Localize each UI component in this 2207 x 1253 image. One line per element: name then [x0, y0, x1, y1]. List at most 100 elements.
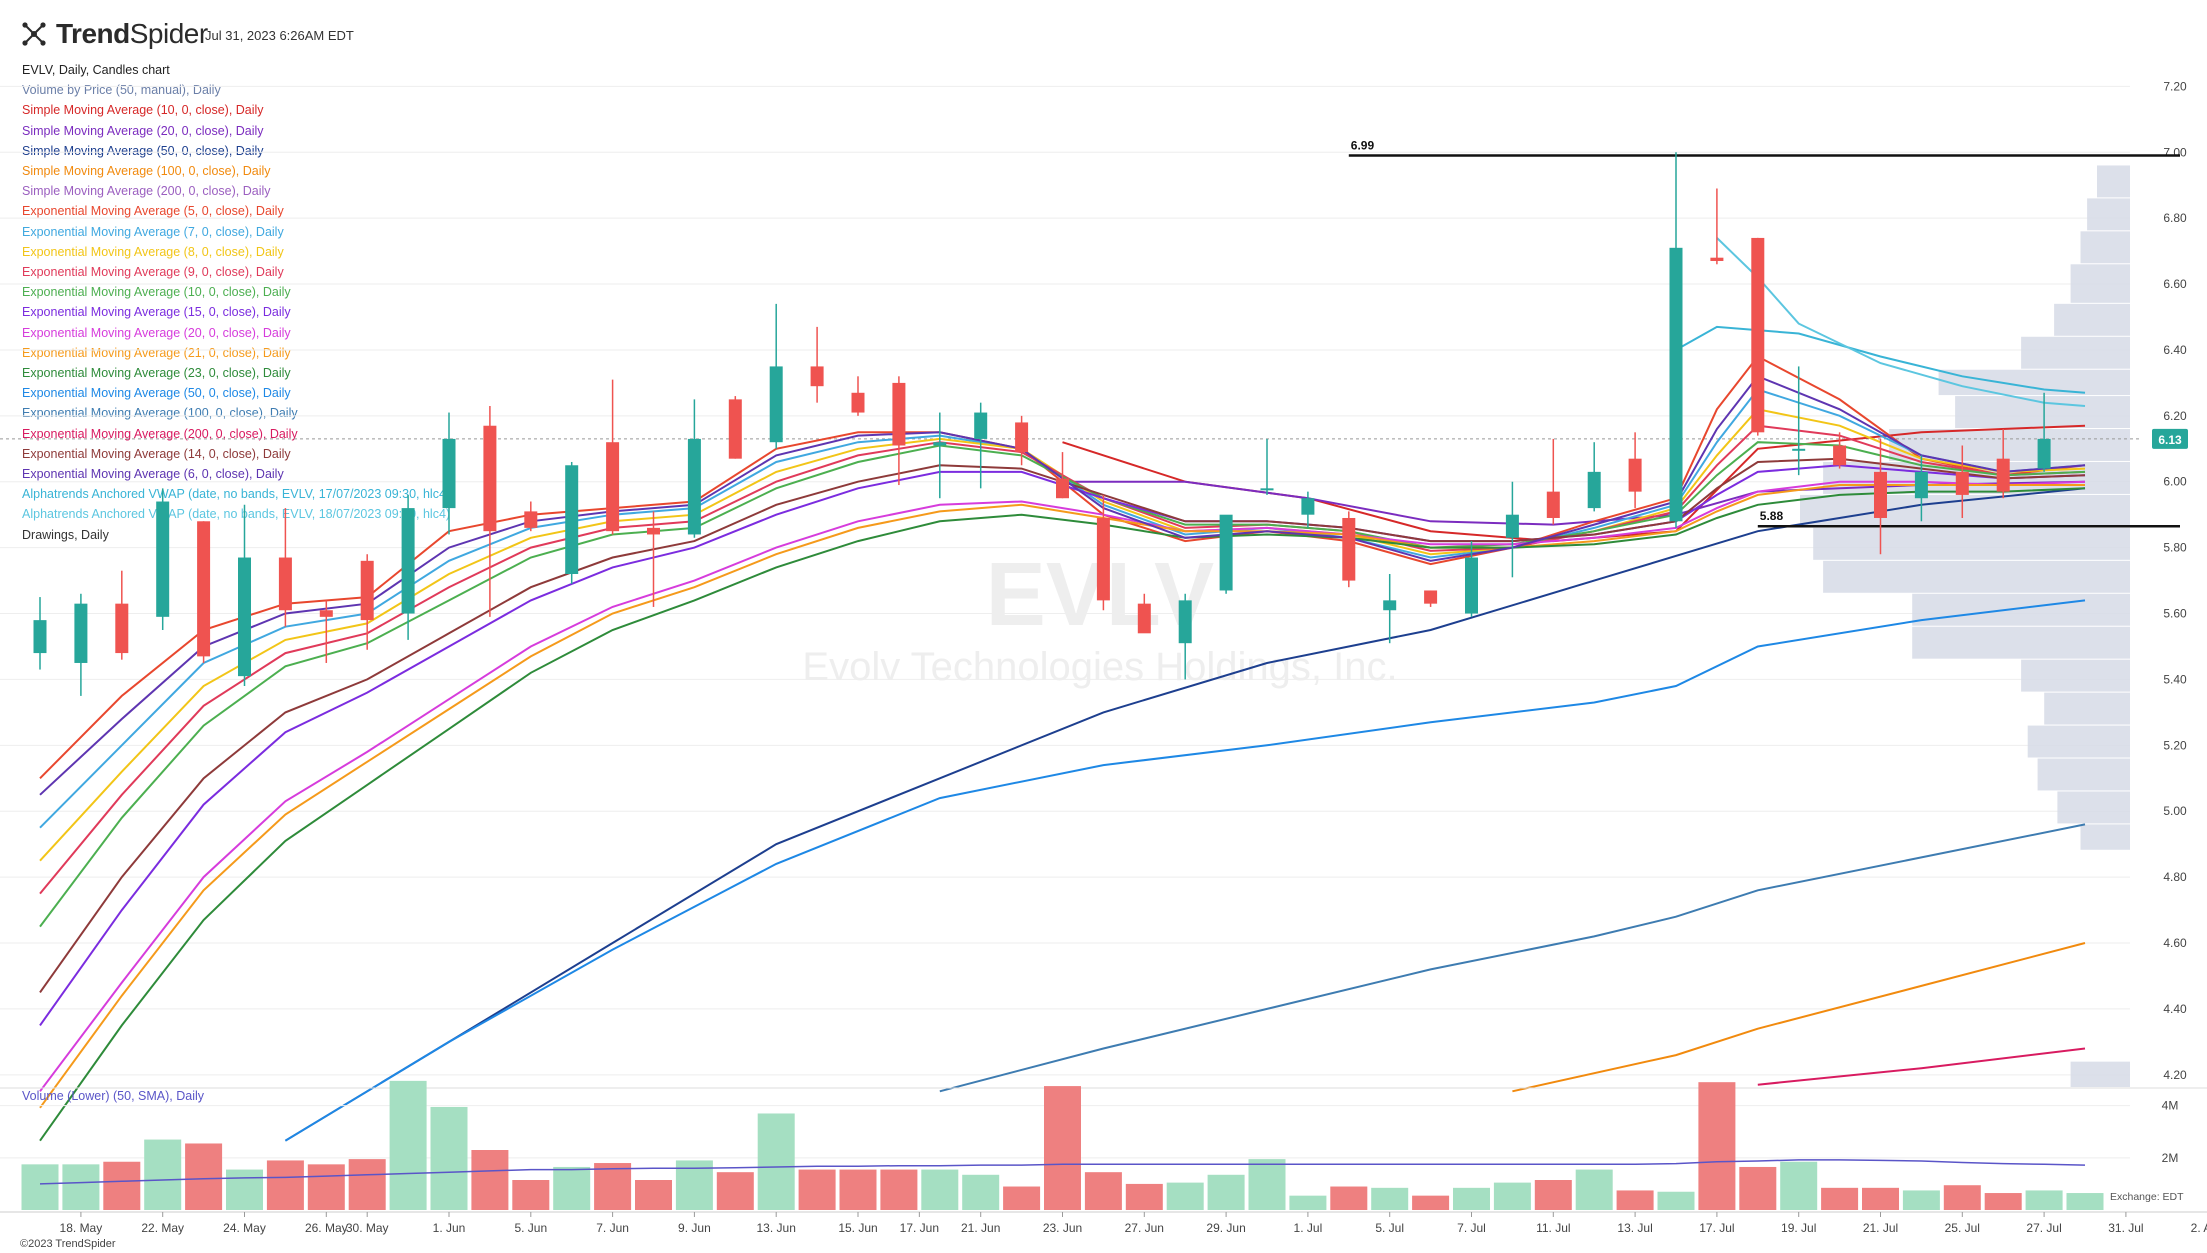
candle — [33, 597, 47, 670]
legend-item[interactable]: Exponential Moving Average (100, 0, clos… — [22, 406, 298, 421]
legend-item[interactable]: Simple Moving Average (10, 0, close), Da… — [22, 103, 264, 118]
x-tick-label: 23. Jun — [1043, 1221, 1082, 1235]
price-tick-label: 5.40 — [2163, 672, 2187, 686]
legend-item[interactable]: Exponential Moving Average (23, 0, close… — [22, 366, 291, 381]
legend-item[interactable]: Exponential Moving Average (50, 0, close… — [22, 386, 291, 401]
volume-profile-bar — [2087, 198, 2130, 231]
legend-item[interactable]: Exponential Moving Average (5, 0, close)… — [22, 204, 284, 219]
volume-bar — [471, 1150, 509, 1210]
chart-title: EVLV, Daily, Candles chart — [22, 63, 170, 77]
legend-item[interactable]: Alphatrends Anchored VWAP (date, no band… — [22, 507, 451, 522]
candle-body — [1546, 491, 1560, 518]
legend-item[interactable]: Exponential Moving Average (9, 0, close)… — [22, 265, 284, 280]
candle — [1874, 438, 1887, 555]
moving-average-line — [284, 599, 2086, 1142]
volume-bar — [1739, 1166, 1777, 1210]
candle-body — [851, 392, 865, 413]
candle-body — [1792, 448, 1806, 451]
x-tick-label: 1. Jun — [433, 1221, 466, 1235]
volume-profile-bar — [1813, 527, 2130, 560]
candle-body — [1505, 514, 1519, 538]
candle-body — [483, 425, 497, 532]
volume-profile-bar — [2021, 659, 2130, 692]
volume-profile-bar — [2080, 824, 2130, 850]
candle — [442, 412, 456, 535]
legend-item[interactable]: Exponential Moving Average (8, 0, close)… — [22, 244, 284, 259]
volume-bar — [1003, 1186, 1041, 1210]
candle — [401, 494, 415, 640]
volume-bar — [1371, 1187, 1409, 1210]
price-tick-label: 4.40 — [2163, 1002, 2187, 1016]
legend-item[interactable]: Exponential Moving Average (15, 0, close… — [22, 305, 291, 320]
price-tick-label: 6.40 — [2163, 343, 2187, 357]
candle — [606, 379, 620, 535]
legend-item[interactable]: Simple Moving Average (50, 0, close), Da… — [22, 143, 264, 158]
volume-bar — [1780, 1161, 1818, 1210]
candle — [1628, 432, 1642, 509]
volume-bar — [144, 1139, 182, 1210]
candle-body — [1056, 478, 1069, 499]
x-tick-label: 29. Jun — [1206, 1221, 1245, 1235]
price-tick-label: 5.60 — [2163, 607, 2187, 621]
x-tick-label: 21. Jun — [961, 1221, 1000, 1235]
candle — [1137, 593, 1151, 634]
watermark-company: Evolv Technologies Holdings, Inc. — [802, 645, 1397, 689]
price-tick-label: 4.60 — [2163, 936, 2187, 950]
candle-body — [1955, 471, 1969, 495]
exchange-label: Exchange: EDT — [2110, 1191, 2184, 1203]
moving-average-line — [1757, 1047, 2086, 1086]
volume-profile-bar — [2027, 725, 2130, 758]
volume-bar — [1125, 1183, 1163, 1210]
candle — [1546, 438, 1560, 525]
volume-bar — [1862, 1187, 1899, 1210]
legend-item[interactable]: Simple Moving Average (20, 0, close), Da… — [22, 123, 264, 138]
candle-body — [1751, 237, 1765, 433]
legend-item[interactable]: Exponential Moving Average (200, 0, clos… — [22, 426, 298, 441]
volume-profile-bar — [2037, 758, 2130, 791]
legend-item[interactable]: Drawings, Daily — [22, 527, 109, 542]
candle — [2037, 392, 2051, 472]
candle-body — [442, 438, 456, 509]
candle-body — [1178, 600, 1192, 644]
candle-body — [1260, 488, 1274, 491]
candle-body — [319, 610, 333, 617]
legend-item[interactable]: Exponential Moving Average (10, 0, close… — [22, 285, 291, 300]
legend-item[interactable]: Exponential Moving Average (20, 0, close… — [22, 325, 291, 340]
volume-bar — [2066, 1193, 2104, 1210]
x-tick-label: 27. Jun — [1125, 1221, 1164, 1235]
candle — [1669, 152, 1683, 528]
legend-item[interactable]: Exponential Moving Average (14, 0, close… — [22, 446, 291, 461]
legend-item[interactable]: Simple Moving Average (200, 0, close), D… — [22, 184, 271, 199]
indicator-legend: EVLV, Daily, Candles chart Volume by Pric… — [22, 60, 450, 545]
candle — [1383, 574, 1397, 644]
legend-item[interactable]: Exponential Moving Average (7, 0, close)… — [22, 224, 284, 239]
candle-body — [1628, 458, 1642, 492]
volume-bar — [1207, 1174, 1245, 1210]
price-tick-label: 7.20 — [2163, 79, 2187, 93]
candle-body — [1424, 590, 1438, 604]
volume-profile-bar — [1955, 396, 2130, 429]
volume-bar — [1821, 1187, 1859, 1210]
candle-body — [1465, 557, 1478, 614]
candle — [483, 405, 497, 617]
price-tick-label: 5.20 — [2163, 738, 2187, 752]
volume-profile-bar — [1823, 560, 2130, 593]
candle-body — [1874, 471, 1887, 518]
candle-body — [1096, 517, 1110, 601]
moving-average-line — [1512, 942, 2086, 1093]
x-tick-label: 7. Jul — [1457, 1221, 1486, 1235]
volume-bar — [921, 1169, 959, 1210]
x-tick-label: 27. Jul — [2026, 1221, 2061, 1235]
candle — [851, 376, 865, 416]
volume-bar — [1289, 1195, 1327, 1210]
volume-legend-label: Volume (Lower) (50, SMA), Daily — [22, 1089, 205, 1103]
candle — [1219, 514, 1233, 594]
candle — [1056, 452, 1069, 499]
candle — [1792, 366, 1806, 476]
legend-item[interactable]: Exponential Moving Average (6, 0, close)… — [22, 467, 284, 482]
legend-item[interactable]: Alphatrends Anchored VWAP (date, no band… — [22, 487, 451, 502]
legend-item[interactable]: Exponential Moving Average (21, 0, close… — [22, 345, 291, 360]
legend-item[interactable]: Simple Moving Average (100, 0, close), D… — [22, 164, 271, 179]
price-tick-label: 7.00 — [2163, 145, 2187, 159]
